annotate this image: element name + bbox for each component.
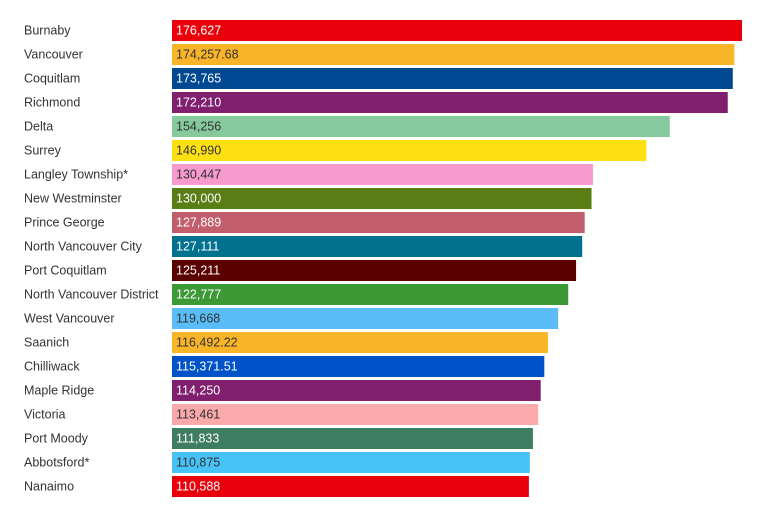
category-label: Delta: [24, 120, 53, 134]
category-label: Nanaimo: [24, 480, 74, 494]
bar: [172, 20, 742, 41]
value-label: 113,461: [176, 408, 220, 422]
bar: [172, 404, 539, 425]
category-label: Langley Township*: [24, 168, 128, 182]
value-label: 110,588: [176, 480, 220, 494]
value-label: 174,257.68: [176, 48, 239, 62]
category-label: Maple Ridge: [24, 384, 94, 398]
category-label: West Vancouver: [24, 312, 115, 326]
bar: [172, 260, 577, 281]
bar: [172, 476, 529, 497]
bar: [172, 308, 559, 329]
bar: [172, 116, 670, 137]
category-label: Vancouver: [24, 48, 83, 62]
category-label: Richmond: [24, 96, 80, 110]
category-label: Chilliwack: [24, 360, 80, 374]
category-label: Prince George: [24, 216, 105, 230]
bar: [172, 164, 593, 185]
value-label: 127,111: [176, 240, 219, 254]
category-label: Port Coquitlam: [24, 264, 107, 278]
category-labels: Burnaby Vancouver Coquitlam Richmond Delta Su…: [24, 24, 159, 494]
bar: [172, 356, 545, 377]
value-label: 130,447: [176, 168, 221, 182]
category-label: Burnaby: [24, 24, 71, 38]
value-label: 110,875: [176, 456, 220, 470]
value-label: 111,833: [176, 432, 219, 446]
value-label: 173,765: [176, 72, 221, 86]
value-label: 130,000: [176, 192, 221, 206]
bar: [172, 452, 530, 473]
bar: [172, 188, 592, 209]
value-label: 154,256: [176, 120, 221, 134]
value-label: 115,371.51: [176, 360, 238, 374]
value-label: 119,668: [176, 312, 220, 326]
bar: [172, 68, 733, 89]
value-label: 176,627: [176, 24, 221, 38]
bar: [172, 212, 585, 233]
bars: [172, 20, 742, 497]
bar: [172, 380, 541, 401]
category-label: Coquitlam: [24, 72, 80, 86]
bar: [172, 236, 583, 257]
value-label: 114,250: [176, 384, 220, 398]
value-labels: 176,627 174,257.68 173,765 172,210 154,256 14…: [176, 24, 239, 494]
value-label: 127,889: [176, 216, 221, 230]
bar: [172, 92, 728, 113]
category-label: Surrey: [24, 144, 62, 158]
value-label: 125,211: [176, 264, 220, 278]
category-label: Saanich: [24, 336, 69, 350]
value-label: 146,990: [176, 144, 221, 158]
category-label: Port Moody: [24, 432, 89, 446]
bar: [172, 44, 735, 65]
bar: [172, 332, 548, 353]
value-label: 172,210: [176, 96, 221, 110]
category-label: Abbotsford*: [24, 456, 89, 470]
category-label: North Vancouver City: [24, 240, 143, 254]
bar: [172, 140, 647, 161]
value-label: 122,777: [176, 288, 221, 302]
category-label: North Vancouver District: [24, 288, 159, 302]
bar: [172, 428, 533, 449]
category-label: Victoria: [24, 408, 66, 422]
value-label: 116,492.22: [176, 336, 238, 350]
category-label: New Westminster: [24, 192, 122, 206]
bar: [172, 284, 569, 305]
